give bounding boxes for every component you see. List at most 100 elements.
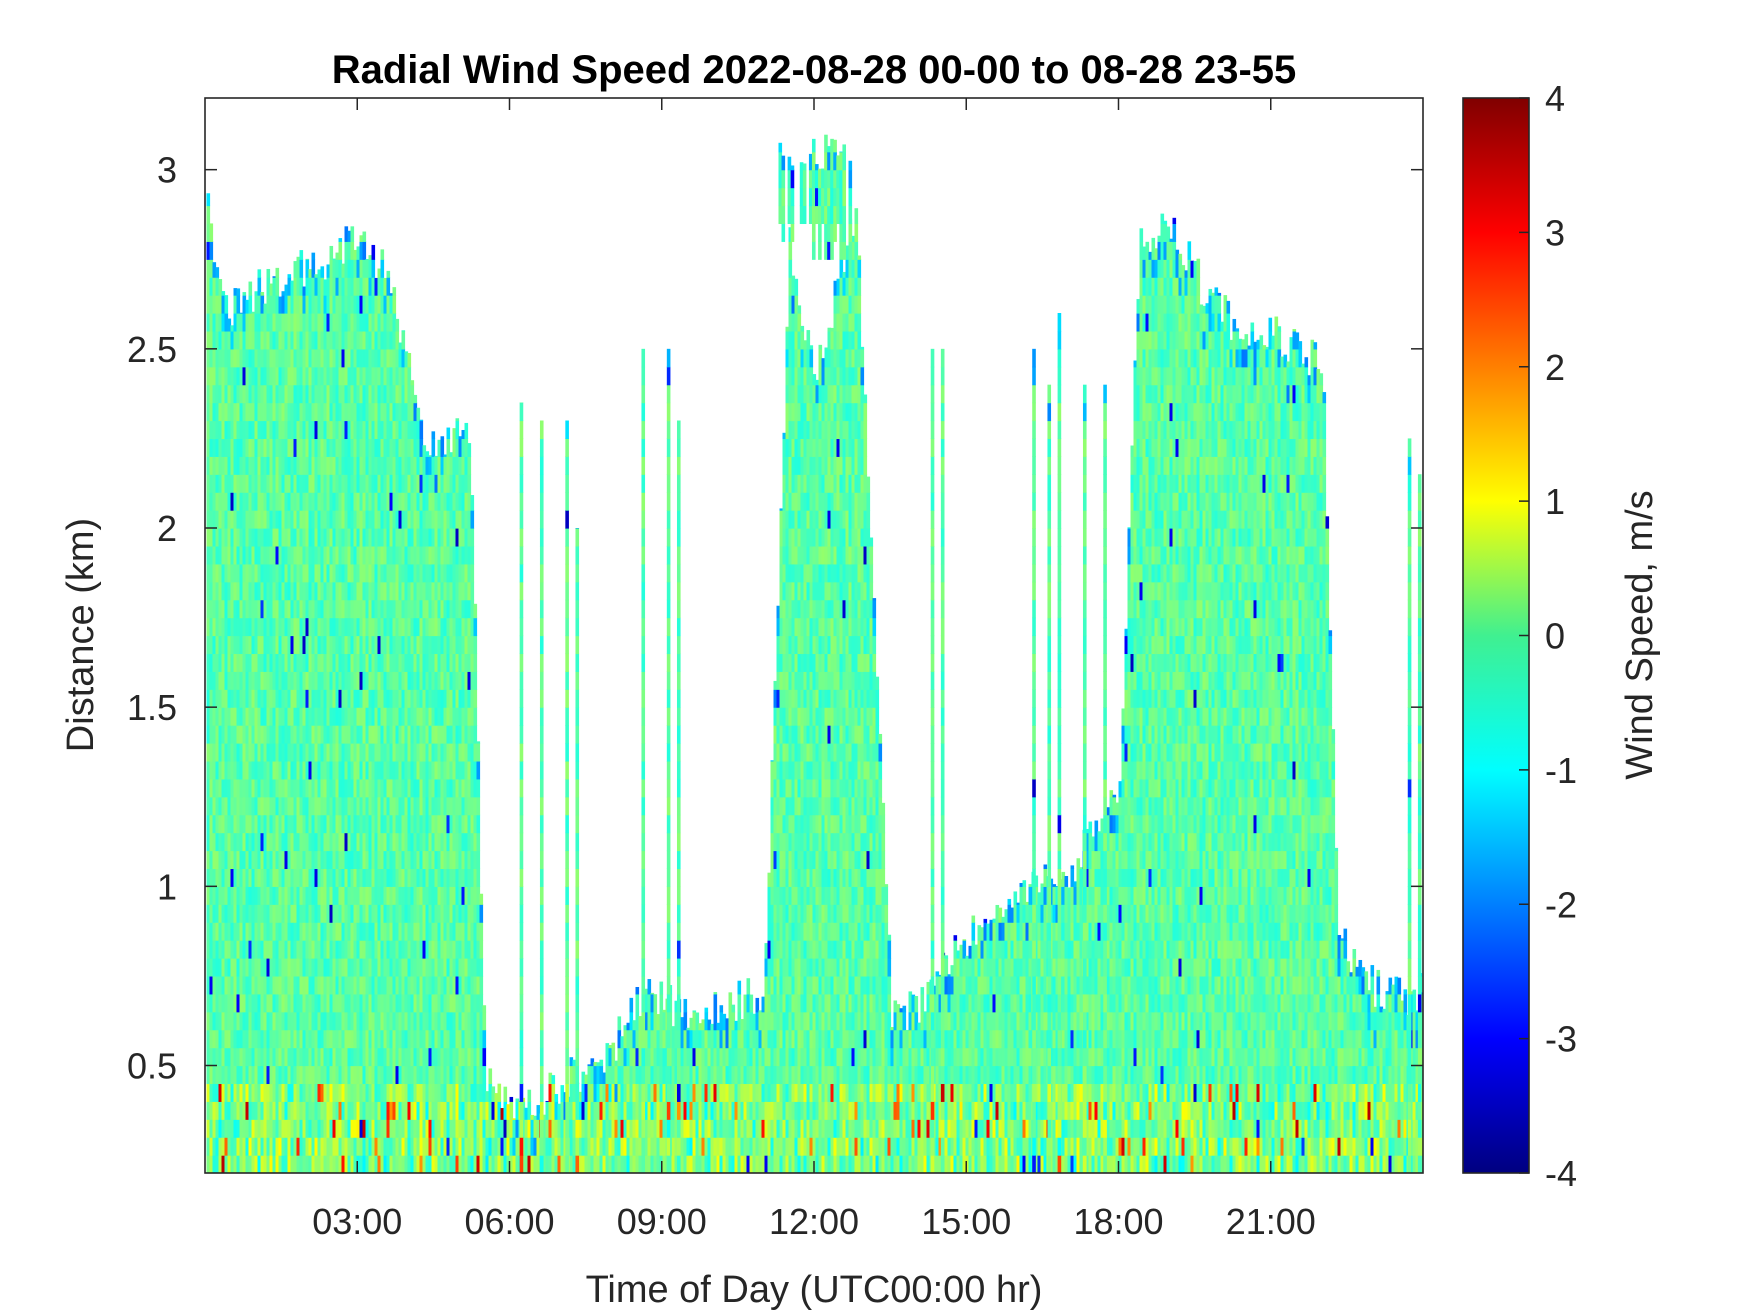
heatmap-cell (380, 330, 385, 350)
heatmap-cell (260, 635, 265, 655)
heatmap-cell (332, 1065, 337, 1085)
heatmap-cell (230, 599, 235, 619)
heatmap-cell (329, 545, 334, 565)
heatmap-cell (224, 528, 229, 547)
heatmap-cell (224, 743, 229, 762)
heatmap-cell (284, 420, 289, 440)
heatmap-cell (446, 599, 451, 619)
heatmap-cell (248, 438, 253, 457)
heatmap-cell (275, 1065, 280, 1085)
heatmap-cell (362, 617, 367, 637)
heatmap-cell (287, 438, 292, 457)
heatmap-cell (398, 545, 403, 565)
heatmap-cell (470, 495, 475, 511)
heatmap-cell (401, 330, 406, 332)
heatmap-cell (251, 940, 256, 959)
heatmap-cell (350, 1011, 355, 1031)
heatmap-cell (290, 492, 295, 511)
heatmap-cell (287, 528, 292, 547)
heatmap-cell (311, 635, 316, 655)
heatmap-cell (257, 348, 262, 368)
heatmap-cell (374, 904, 379, 923)
heatmap-cell (341, 1119, 346, 1138)
heatmap-cell (329, 438, 334, 457)
heatmap-cell (308, 1155, 313, 1173)
heatmap-cell (248, 313, 253, 332)
heatmap-cell (335, 725, 340, 744)
heatmap-cell (314, 922, 319, 941)
heatmap-cell (302, 420, 307, 440)
heatmap-cell (224, 1083, 229, 1102)
heatmap-cell (221, 993, 226, 1013)
heatmap-cell (380, 313, 385, 332)
heatmap-cell (263, 1155, 268, 1173)
heatmap-cell (380, 295, 385, 314)
heatmap-cell (371, 259, 376, 278)
heatmap-cell (221, 545, 226, 565)
heatmap-cell (341, 904, 346, 923)
heatmap-cell (218, 384, 223, 404)
heatmap-cell (449, 832, 454, 852)
heatmap-cell (227, 796, 232, 816)
heatmap-cell (248, 778, 253, 798)
heatmap-cell (338, 238, 343, 242)
heatmap-cell (365, 760, 370, 780)
heatmap-cell (215, 868, 220, 887)
heatmap-cell (335, 707, 340, 726)
heatmap-cell (215, 599, 220, 619)
heatmap-cell (212, 1101, 217, 1120)
heatmap-cell (338, 743, 343, 762)
heatmap-cell (380, 492, 385, 511)
heatmap-cell (302, 545, 307, 565)
heatmap-cell (209, 958, 214, 977)
heatmap-cell (269, 904, 274, 923)
heatmap-cell (302, 599, 307, 619)
heatmap-cell (368, 1011, 373, 1031)
heatmap-cell (398, 725, 403, 744)
heatmap-cell (275, 420, 280, 440)
heatmap-cell (365, 384, 370, 404)
heatmap-cell (224, 778, 229, 798)
heatmap-cell (359, 617, 364, 637)
heatmap-cell (422, 635, 427, 655)
heatmap-cell (323, 295, 328, 314)
heatmap-cell (398, 635, 403, 655)
heatmap-cell (338, 922, 343, 941)
heatmap-cell (296, 256, 301, 260)
heatmap-cell (326, 958, 331, 977)
heatmap-cell (242, 1047, 247, 1067)
heatmap-cell (437, 689, 442, 708)
heatmap-cell (374, 617, 379, 637)
heatmap-cell (269, 1047, 274, 1067)
heatmap-cell (350, 940, 355, 959)
heatmap-cell (401, 474, 406, 493)
heatmap-cell (347, 456, 352, 475)
heatmap-cell (230, 975, 235, 995)
heatmap-cell (440, 850, 445, 870)
heatmap-cell (359, 886, 364, 905)
heatmap-cell (311, 1119, 316, 1138)
heatmap-cell (329, 796, 334, 816)
heatmap-cell (260, 1083, 265, 1102)
heatmap-cell (260, 653, 265, 672)
heatmap-cell (302, 1083, 307, 1102)
heatmap-cell (365, 528, 370, 547)
heatmap-cell (272, 276, 277, 278)
heatmap-cell (251, 796, 256, 816)
heatmap-cell (266, 420, 271, 440)
heatmap-cell (356, 868, 361, 887)
heatmap-cell (263, 725, 268, 744)
heatmap-cell (209, 1083, 214, 1102)
heatmap-cell (347, 868, 352, 887)
heatmap-cell (440, 492, 445, 511)
heatmap-cell (368, 743, 373, 762)
heatmap-cell (344, 420, 349, 440)
heatmap-cell (362, 231, 367, 242)
heatmap-cell (389, 796, 394, 816)
heatmap-cell (341, 1137, 346, 1156)
heatmap-cell (332, 1029, 337, 1049)
heatmap-cell (221, 1101, 226, 1120)
heatmap-cell (398, 1137, 403, 1156)
heatmap-cell (380, 456, 385, 475)
heatmap-cell (287, 420, 292, 440)
